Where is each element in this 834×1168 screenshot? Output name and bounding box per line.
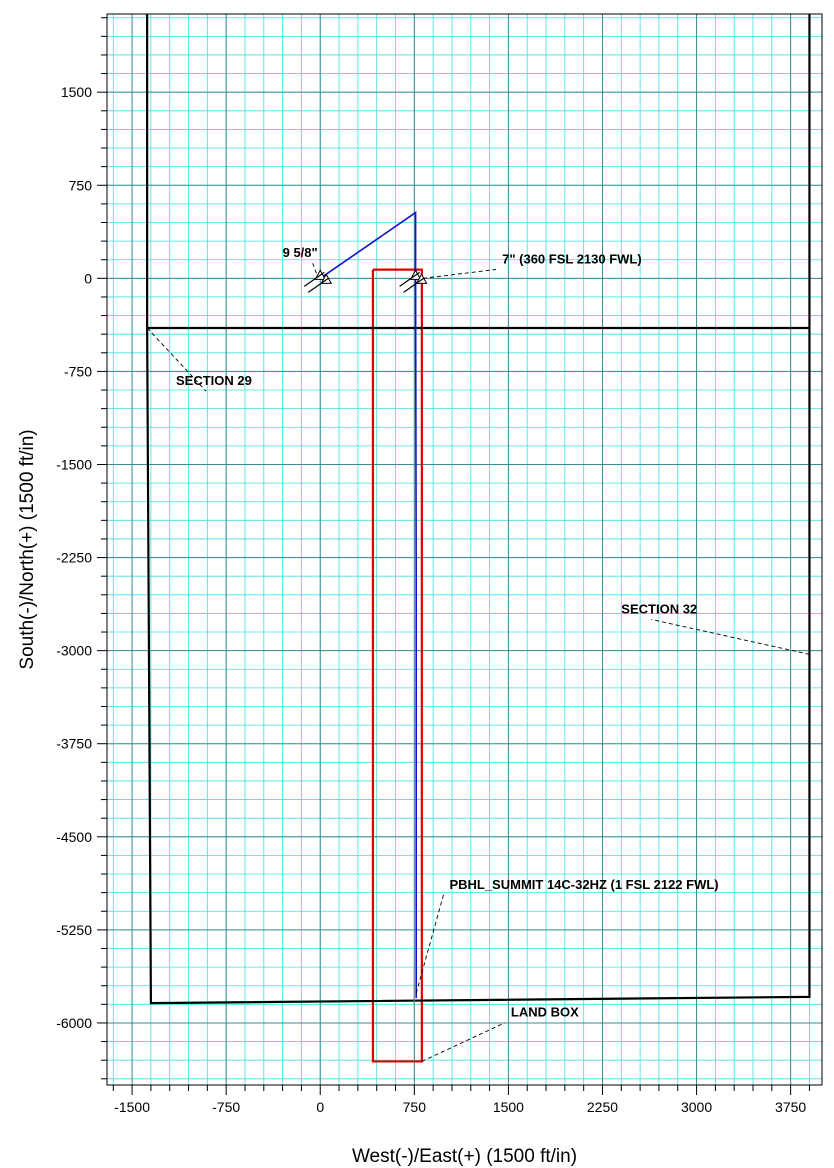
label-land-box-leader xyxy=(421,1022,506,1062)
y-tick-label: -3000 xyxy=(56,643,92,659)
casing-7-tick xyxy=(399,271,420,287)
label-9-5-8-leader xyxy=(312,263,317,274)
label-7: 7" (360 FSL 2130 FWL) xyxy=(502,251,642,266)
x-tick-label: 1500 xyxy=(493,1099,524,1115)
axis-ticks: -1500 -750 0 750 1500 2250 3000 3750 1500 750 0 -75… xyxy=(56,17,810,1115)
y-tick-label: 1500 xyxy=(61,84,92,100)
label-9-5-8: 9 5/8" xyxy=(283,245,318,260)
label-section-29-leader xyxy=(146,327,207,392)
casing-9-5-8-tick xyxy=(303,271,325,287)
y-axis-title: South(-)/North(+) (1500 ft/in) xyxy=(17,429,38,669)
x-tick-label: 0 xyxy=(316,1099,324,1115)
section-32-line xyxy=(146,327,811,1005)
y-tick-label: -750 xyxy=(64,363,92,379)
annotations: 9 5/8" 7" (360 FSL 2130 FWL) SECTION 29 SEC… xyxy=(146,245,810,1062)
y-tick-label: -6000 xyxy=(56,1015,92,1031)
x-tick-label: -750 xyxy=(212,1099,240,1115)
well-path-line xyxy=(319,211,418,999)
plot-series xyxy=(146,14,811,1063)
x-tick-label: -1500 xyxy=(114,1099,150,1115)
label-pbhl: PBHL_SUMMIT 14C-32HZ (1 FSL 2122 FWL) xyxy=(449,877,718,892)
label-section-32-leader xyxy=(651,618,810,655)
label-section-32: SECTION 32 xyxy=(621,601,697,616)
y-tick-label: 750 xyxy=(69,177,93,193)
y-tick-label: -5250 xyxy=(56,922,92,938)
y-tick-label: -1500 xyxy=(56,456,92,472)
plot-frame xyxy=(106,13,823,1086)
y-tick-label: -2250 xyxy=(56,550,92,566)
section-29-line xyxy=(146,14,811,330)
grid xyxy=(107,14,822,1085)
x-tick-label: 3750 xyxy=(775,1099,806,1115)
y-tick-label: -3750 xyxy=(56,736,92,752)
label-pbhl-leader xyxy=(415,894,444,994)
casing-markers xyxy=(303,269,428,293)
label-7-leader xyxy=(423,268,497,279)
x-tick-label: 750 xyxy=(403,1099,427,1115)
label-section-29: SECTION 29 xyxy=(176,373,252,388)
x-tick-label: 3000 xyxy=(681,1099,712,1115)
y-tick-label: 0 xyxy=(84,270,92,286)
casing-7-tick xyxy=(403,277,424,293)
label-land-box: LAND BOX xyxy=(511,1005,579,1020)
x-tick-label: 2250 xyxy=(587,1099,618,1115)
y-tick-label: -4500 xyxy=(56,829,92,845)
casing-9-5-8-tick xyxy=(307,277,329,293)
x-axis-title: West(-)/East(+) (1500 ft/in) xyxy=(352,1146,577,1167)
